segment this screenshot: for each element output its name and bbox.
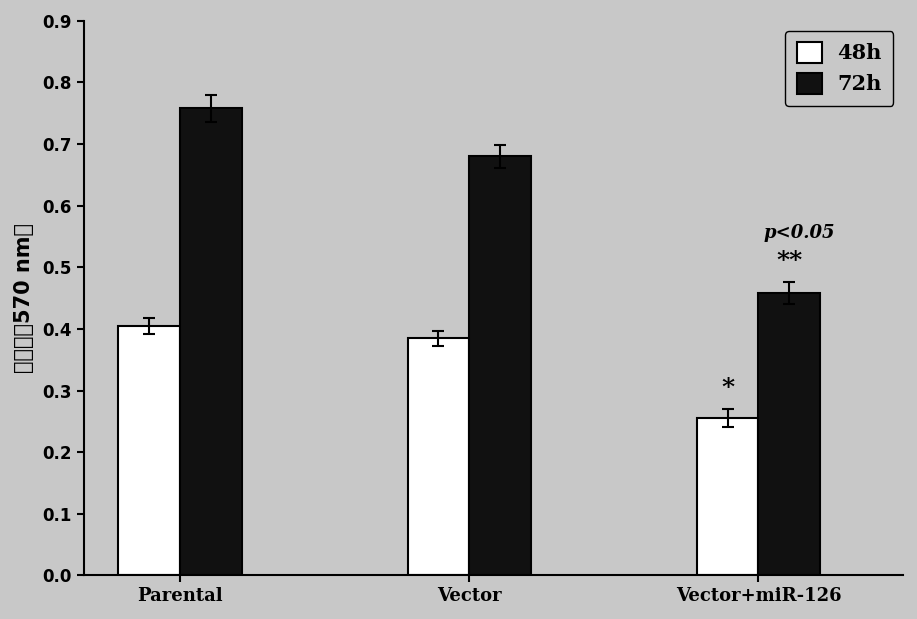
Bar	[697, 418, 758, 575]
Legend: 48h, 72h: 48h, 72h	[785, 30, 893, 106]
Bar	[180, 108, 242, 575]
Text: *: *	[721, 376, 735, 400]
Y-axis label: 吸光值（570 nm）: 吸光值（570 nm）	[14, 223, 34, 373]
Bar	[470, 157, 531, 575]
Bar	[758, 293, 820, 575]
Text: **: **	[776, 249, 802, 273]
Text: p<0.05: p<0.05	[763, 224, 834, 242]
Bar	[118, 326, 180, 575]
Bar	[407, 338, 470, 575]
